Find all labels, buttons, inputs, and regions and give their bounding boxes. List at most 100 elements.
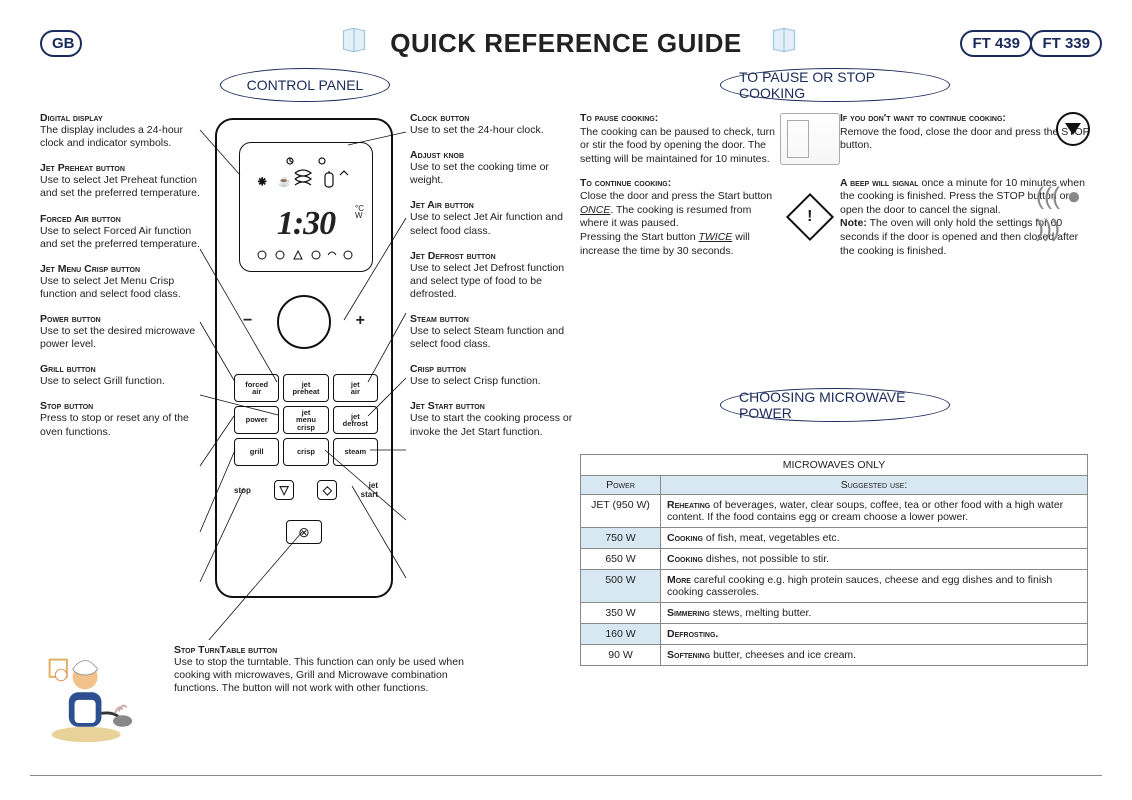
panel-button: crisp	[283, 438, 328, 466]
callout-heading: Stop button	[40, 400, 200, 412]
callout-body: Use to select Jet Defrost function and s…	[410, 262, 580, 301]
adjust-knob	[277, 295, 331, 349]
digital-display: ✳ ☕ 1:30 °CW	[239, 142, 373, 272]
callout-body: Use to select Grill function.	[40, 375, 200, 388]
callout-left-5: Grill buttonUse to select Grill function…	[40, 363, 200, 388]
callout-heading: Digital display	[40, 112, 200, 124]
callout-body: Use to select Jet Preheat function and s…	[40, 174, 200, 200]
start-button-icon: ◇	[317, 480, 337, 500]
stop-label: stop	[234, 486, 251, 495]
callout-heading: Jet Start button	[410, 400, 580, 412]
minus-icon: −	[243, 312, 252, 330]
page: QUICK REFERENCE GUIDE GB FT 439 FT 339 C…	[0, 0, 1132, 800]
callout-body: The display includes a 24-hour clock and…	[40, 124, 200, 150]
control-panel-graphic: ✳ ☕ 1:30 °CW −	[215, 118, 393, 598]
pause-stop-section: To pause cooking: The cooking can be pau…	[580, 112, 1090, 258]
callouts-right: Clock buttonUse to set the 24-hour clock…	[410, 112, 580, 451]
callout-heading: Jet Defrost button	[410, 250, 580, 262]
stop-icon	[1056, 112, 1090, 146]
callout-body: Use to start the cooking process or invo…	[410, 412, 580, 438]
panel-button: jetair	[333, 374, 378, 402]
panel-button: steam	[333, 438, 378, 466]
callout-right-6: Jet Start buttonUse to start the cooking…	[410, 400, 580, 438]
table-row: 650 WCooking dishes, not possible to sti…	[581, 549, 1087, 570]
callout-body: Use to select Jet Menu Crisp function an…	[40, 275, 200, 301]
display-time: 1:30	[277, 205, 335, 243]
callout-heading: Adjust knob	[410, 149, 580, 161]
page-title: QUICK REFERENCE GUIDE	[390, 28, 741, 59]
table-row: 750 WCooking of fish, meat, vegetables e…	[581, 528, 1087, 549]
button-grid: forcedairjetpreheatjetairpowerjetmenu cr…	[234, 374, 378, 466]
table-title: MICROWAVES ONLY	[581, 455, 1087, 476]
callout-right-1: Adjust knobUse to set the cooking time o…	[410, 149, 580, 187]
footer-rule	[30, 775, 1102, 776]
continue-cooking-block: To continue cooking: Close the door and …	[580, 177, 780, 259]
panel-button: jetmenu crisp	[283, 406, 328, 434]
heading-choose-power: CHOOSING MICROWAVE POWER	[720, 388, 950, 422]
svg-text:☕: ☕	[278, 175, 290, 188]
cell-power: 160 W	[581, 624, 661, 645]
table-header-row: Power Suggested use:	[581, 476, 1087, 495]
table-row: 90 WSoftening butter, cheeses and ice cr…	[581, 645, 1087, 665]
cell-power: 500 W	[581, 570, 661, 603]
callout-left-4: Power buttonUse to set the desired micro…	[40, 313, 200, 351]
callout-left-1: Jet Preheat buttonUse to select Jet Preh…	[40, 162, 200, 200]
svg-text:✳: ✳	[258, 177, 266, 188]
callout-heading: Jet Menu Crisp button	[40, 263, 200, 275]
pause-cooking-block: To pause cooking: The cooking can be pau…	[580, 112, 780, 167]
callout-heading: Clock button	[410, 112, 580, 124]
callout-body: Use to select Steam function and select …	[410, 325, 580, 351]
cell-use: Simmering stews, melting butter.	[661, 603, 1087, 624]
callout-heading: Forced Air button	[40, 213, 200, 225]
badge-ft339: FT 339	[1030, 30, 1102, 57]
callout-body: Use to set the 24-hour clock.	[410, 124, 580, 137]
callout-heading: Jet Air button	[410, 199, 580, 211]
callout-heading: Jet Preheat button	[40, 162, 200, 174]
callout-heading: Power button	[40, 313, 200, 325]
callout-body: Use to set the desired microwave power l…	[40, 325, 200, 351]
callout-right-0: Clock buttonUse to set the 24-hour clock…	[410, 112, 580, 137]
cell-use: Reheating of beverages, water, clear sou…	[661, 495, 1087, 528]
cell-power: 750 W	[581, 528, 661, 549]
callout-body: Use to select Forced Air function and se…	[40, 225, 200, 251]
callout-body: Press to stop or reset any of the oven f…	[40, 412, 200, 438]
display-icons-row: ✳ ☕	[240, 151, 374, 191]
callout-left-0: Digital displayThe display includes a 24…	[40, 112, 200, 150]
callout-left-6: Stop buttonPress to stop or reset any of…	[40, 400, 200, 438]
callout-body: Use to stop the turntable. This function…	[174, 656, 474, 695]
table-body: JET (950 W)Reheating of beverages, water…	[581, 495, 1087, 665]
callout-body: Use to select Crisp function.	[410, 375, 580, 388]
badge-gb: GB	[40, 30, 82, 57]
table-row: JET (950 W)Reheating of beverages, water…	[581, 495, 1087, 528]
stop-turntable-icon: ⊗	[286, 520, 322, 544]
page-flip-icon	[340, 26, 368, 54]
display-icons-row2	[240, 245, 374, 265]
panel-button: grill	[234, 438, 279, 466]
callouts-left: Digital displayThe display includes a 24…	[40, 112, 200, 451]
callout-heading: Stop TurnTable button	[174, 644, 474, 656]
jet-start-label: jetstart	[361, 481, 378, 499]
cell-power: 650 W	[581, 549, 661, 570]
plus-icon: +	[356, 312, 365, 330]
heading-control-panel: CONTROL PANEL	[220, 68, 390, 102]
callout-heading: Crisp button	[410, 363, 580, 375]
cell-use: More careful cooking e.g. high protein s…	[661, 570, 1087, 603]
power-table: MICROWAVES ONLY Power Suggested use: JET…	[580, 454, 1088, 666]
callout-stop-turntable: Stop TurnTable button Use to stop the tu…	[174, 644, 474, 695]
callout-left-3: Jet Menu Crisp buttonUse to select Jet M…	[40, 263, 200, 301]
col-power: Power	[581, 476, 661, 495]
page-flip-icon	[770, 26, 798, 54]
bottom-button-row: stop ▽ ◇ jetstart	[234, 480, 378, 500]
callout-right-3: Jet Defrost buttonUse to select Jet Defr…	[410, 250, 580, 301]
heading-pause-stop: TO PAUSE OR STOP COOKING	[720, 68, 950, 102]
cell-use: Cooking of fish, meat, vegetables etc.	[661, 528, 1087, 549]
table-row: 500 WMore careful cooking e.g. high prot…	[581, 570, 1087, 603]
col-use: Suggested use:	[661, 476, 1087, 495]
table-row: 350 WSimmering stews, melting butter.	[581, 603, 1087, 624]
cell-power: 90 W	[581, 645, 661, 665]
table-row: 160 WDefrosting.	[581, 624, 1087, 645]
stop-button-icon: ▽	[274, 480, 294, 500]
callout-heading: Steam button	[410, 313, 580, 325]
callout-right-5: Crisp buttonUse to select Crisp function…	[410, 363, 580, 388]
panel-button: forcedair	[234, 374, 279, 402]
